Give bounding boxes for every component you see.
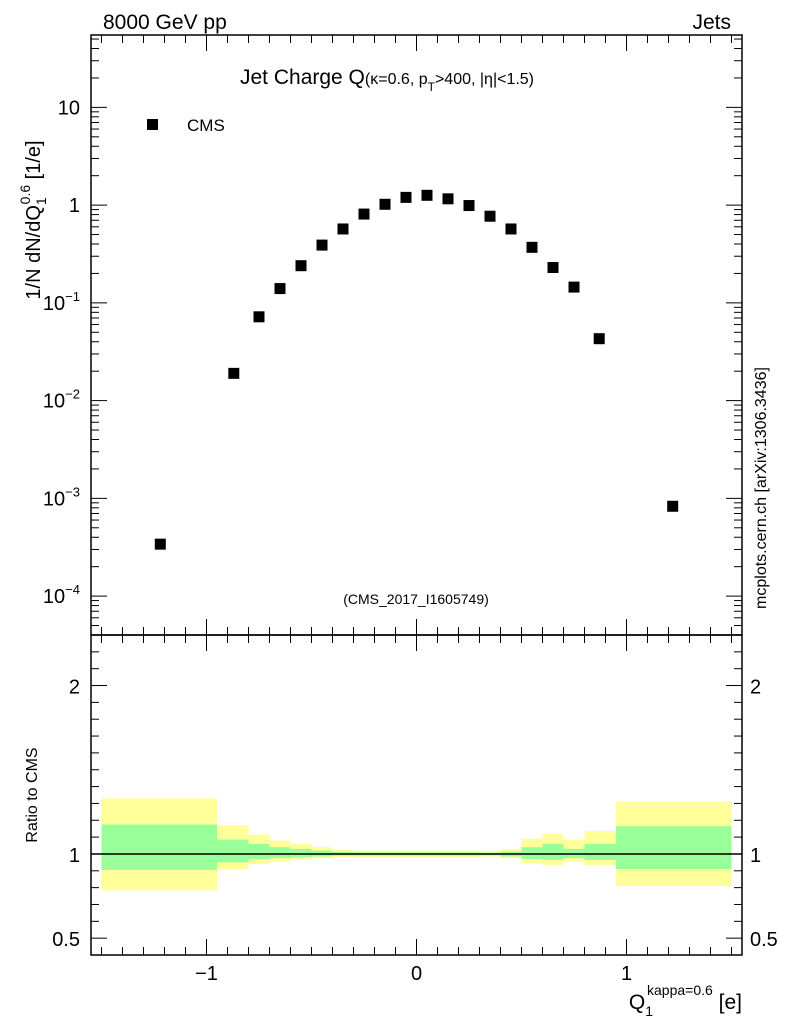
ratio-axis-ticks [91,635,742,955]
y-tick-base: 1 [69,195,80,217]
y-tick-label: 10−4 [43,582,80,608]
data-point [442,193,454,205]
header-energy: 8000 GeV pp [103,11,227,34]
legend-marker [147,119,158,130]
data-point [274,283,286,295]
ylabel-sub: 1 [33,197,49,205]
analysis-tag: (CMS_2017_I1605749) [343,591,489,607]
title-main: Jet Charge Q [240,66,365,89]
data-point [316,239,328,251]
xlabel-main: Q [629,991,645,1014]
ratio-frame [90,634,743,956]
title-rest: >400, |η|<1.5) [435,71,534,88]
inner-uncertainty-band [584,843,616,860]
y-tick-exponent: −4 [65,582,80,597]
inner-uncertainty-band [101,824,217,870]
data-point [253,311,265,323]
ylabel-main: 1/N dN/dQ [23,205,45,299]
plot-title: Jet Charge Q(κ=0.6, pT>400, |η|<1.5) [240,66,534,94]
ratio-y-tick-label-left: 2 [69,677,80,699]
legend-label: CMS [187,116,225,135]
x-tick-labels: −1 0 1 [195,963,632,985]
title-subscript-t: T [428,80,436,94]
ratio-y-tick-label-right: 0.5 [750,929,778,951]
y-tick-base: 10 [58,97,80,119]
xlabel-sub: 1 [645,1003,653,1019]
x-tick-label: −1 [195,963,218,985]
main-axis-ticks [91,35,742,636]
data-point [421,189,433,201]
inner-uncertainty-band [521,847,543,859]
inner-uncertainty-band [542,843,564,860]
data-point [667,500,679,512]
ylabel-unit: [1/e] [23,140,45,184]
inner-uncertainty-band [269,847,291,859]
inner-uncertainty-band [616,826,732,870]
y-tick-label: 10−1 [43,289,80,315]
data-point [228,367,240,379]
y-tick-label: 1 [69,195,80,217]
data-point [568,281,580,293]
cms-data-points [154,189,679,550]
ratio-y-tick-labels: 0.5 0.5 1 1 2 2 [52,677,778,952]
data-point [337,223,349,235]
x-axis-label: Q1 kappa=0.6 [e] [629,982,742,1019]
data-point [400,191,412,203]
y-tick-base: 10 [43,586,65,608]
header-process: Jets [692,11,731,34]
inner-uncertainty-band [217,839,249,863]
data-point [593,333,605,345]
xlabel-sup: kappa=0.6 [647,982,713,998]
data-point [463,200,475,212]
ratio-y-tick-label-right: 1 [750,845,761,867]
y-tick-exponent: −3 [65,484,80,499]
y-tick-label: 10 [58,97,80,119]
ratio-y-tick-label-left: 0.5 [52,929,80,951]
y-tick-exponent: −2 [65,387,80,402]
data-point [547,262,559,274]
data-point [295,260,307,272]
y-axis-label: 1/N dN/dQ10.6 [1/e] [17,140,49,299]
y-tick-label: 10−3 [43,484,80,510]
y-tick-label: 10−2 [43,387,80,413]
title-kappa: κ=0.6, p [370,71,427,88]
inner-uncertainty-band [290,848,312,858]
ratio-y-tick-label-right: 2 [750,677,761,699]
y-tick-base: 10 [43,391,65,413]
y-tick-base: 10 [43,488,65,510]
y-tick-exponent: −1 [65,289,80,304]
data-point [379,198,391,210]
ratio-panel: 0.5 0.51 12 2 −1 0 1 Ratio to CMS Q1kappa=0.6… [24,634,778,1019]
ratio-y-tick-label-left: 1 [69,845,80,867]
side-note: mcplots.cern.ch [arXiv:1306.3436] [753,367,770,609]
data-point [526,241,538,253]
xlabel-unit: [e] [713,991,742,1014]
x-tick-label: 0 [411,963,422,985]
data-point [154,538,166,550]
inner-uncertainty-band [248,843,270,859]
ylabel-sup: 0.6 [17,185,33,205]
ratio-y-axis-label: Ratio to CMS [24,747,41,842]
data-point [484,210,496,222]
ratio-uncertainty-bands [101,798,732,891]
x-tick-label: 1 [621,963,632,985]
data-point [358,208,370,220]
y-tick-base: 10 [43,293,65,315]
data-point [505,223,517,235]
title-paren: ( [365,71,371,88]
